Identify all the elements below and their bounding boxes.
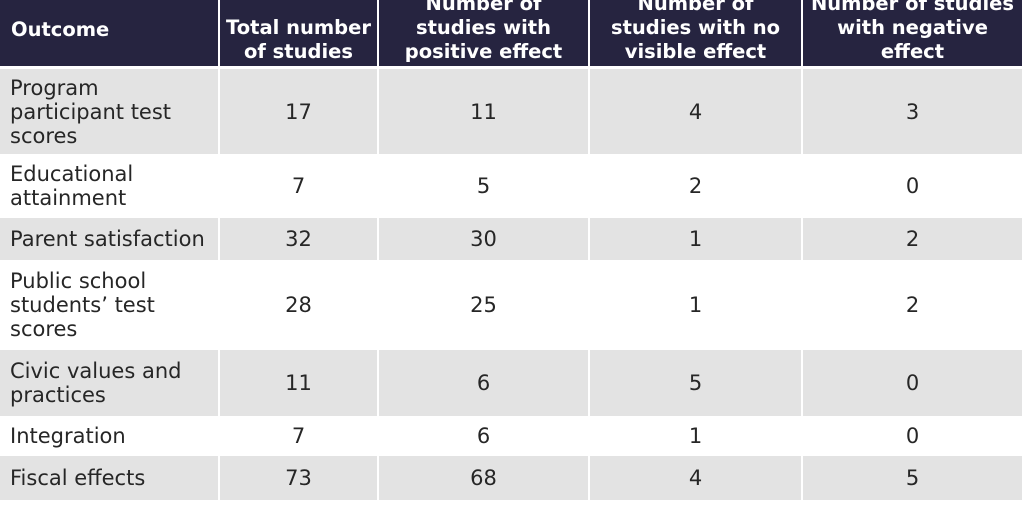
table-header: Outcome Total number of studies Number o… <box>0 0 1022 66</box>
header-no-effect: Number of studies with no visible effect <box>588 0 801 66</box>
studies-outcome-table: Outcome Total number of studies Number o… <box>0 0 1022 500</box>
no-effect-cell: 4 <box>588 456 801 500</box>
positive-cell: 5 <box>377 154 588 218</box>
total-cell: 73 <box>218 456 377 500</box>
outcome-cell: Parent satisfaction <box>0 218 218 260</box>
positive-cell: 30 <box>377 218 588 260</box>
table-row: Integration 7 6 1 0 <box>0 416 1022 456</box>
no-effect-cell: 1 <box>588 416 801 456</box>
outcome-cell: Civic values and practices <box>0 350 218 416</box>
negative-cell: 0 <box>801 154 1022 218</box>
table-row: Public school students’ test scores 28 2… <box>0 260 1022 350</box>
total-cell: 17 <box>218 66 377 154</box>
header-row: Outcome Total number of studies Number o… <box>0 0 1022 66</box>
table-row: Parent satisfaction 32 30 1 2 <box>0 218 1022 260</box>
outcome-cell: Public school students’ test scores <box>0 260 218 350</box>
negative-cell: 0 <box>801 416 1022 456</box>
positive-cell: 6 <box>377 350 588 416</box>
outcome-cell: Educational attainment <box>0 154 218 218</box>
outcome-cell: Fiscal effects <box>0 456 218 500</box>
outcome-cell: Program participant test scores <box>0 66 218 154</box>
no-effect-cell: 4 <box>588 66 801 154</box>
total-cell: 11 <box>218 350 377 416</box>
header-total: Total number of studies <box>218 0 377 66</box>
total-cell: 7 <box>218 416 377 456</box>
negative-cell: 2 <box>801 260 1022 350</box>
total-cell: 7 <box>218 154 377 218</box>
outcome-cell: Integration <box>0 416 218 456</box>
positive-cell: 25 <box>377 260 588 350</box>
total-cell: 32 <box>218 218 377 260</box>
no-effect-cell: 2 <box>588 154 801 218</box>
table-row: Civic values and practices 11 6 5 0 <box>0 350 1022 416</box>
negative-cell: 0 <box>801 350 1022 416</box>
no-effect-cell: 5 <box>588 350 801 416</box>
negative-cell: 5 <box>801 456 1022 500</box>
negative-cell: 2 <box>801 218 1022 260</box>
table-row: Program participant test scores 17 11 4 … <box>0 66 1022 154</box>
no-effect-cell: 1 <box>588 260 801 350</box>
total-cell: 28 <box>218 260 377 350</box>
table-body: Program participant test scores 17 11 4 … <box>0 66 1022 500</box>
no-effect-cell: 1 <box>588 218 801 260</box>
table-row: Educational attainment 7 5 2 0 <box>0 154 1022 218</box>
positive-cell: 68 <box>377 456 588 500</box>
positive-cell: 11 <box>377 66 588 154</box>
header-outcome: Outcome <box>0 0 218 66</box>
table-row: Fiscal effects 73 68 4 5 <box>0 456 1022 500</box>
negative-cell: 3 <box>801 66 1022 154</box>
positive-cell: 6 <box>377 416 588 456</box>
header-positive: Number of studies with positive effect <box>377 0 588 66</box>
header-negative: Number of studies with negative effect <box>801 0 1022 66</box>
